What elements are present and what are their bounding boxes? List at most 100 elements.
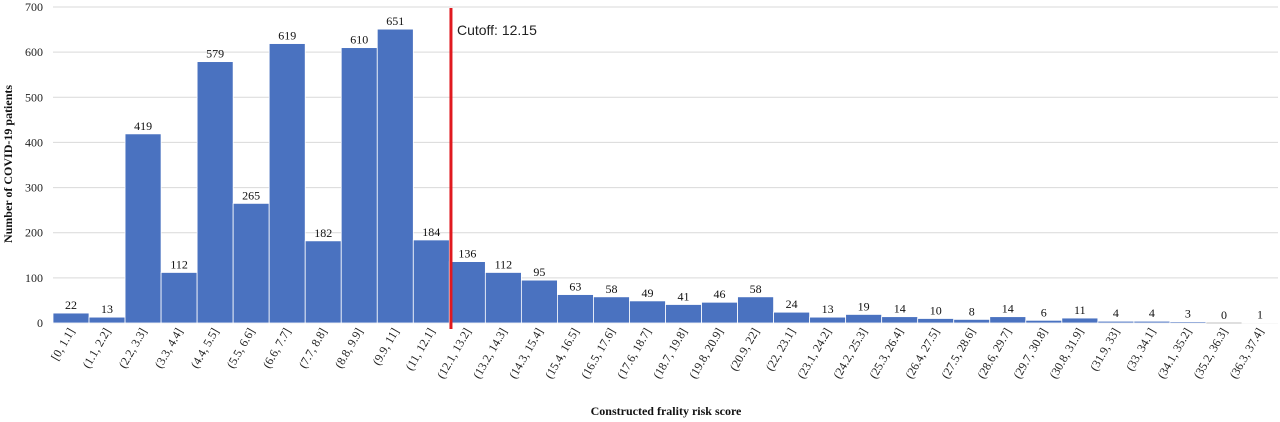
bar: [268, 43, 306, 324]
bar: [520, 279, 558, 324]
cutoff-marker: Cutoff: 12.15: [449, 8, 537, 329]
data-label: 112: [495, 257, 513, 271]
data-label: 4: [1149, 306, 1155, 320]
bar: [88, 316, 126, 324]
x-tick-label: (29.7, 30.8]: [1010, 326, 1050, 381]
data-label: 0: [1221, 308, 1227, 322]
y-tick-label: 100: [25, 271, 43, 285]
data-label: 41: [678, 289, 690, 303]
data-label: 13: [822, 302, 834, 316]
x-tick-label: (33, 34.1]: [1123, 326, 1159, 374]
x-tick-label: (12.1, 13.2]: [434, 326, 474, 381]
y-tick-label: 700: [25, 0, 43, 14]
bar: [593, 296, 630, 324]
x-tick-label: (11, 12.1]: [403, 325, 438, 372]
x-tick-label: (26.4, 27.5]: [902, 326, 942, 381]
bar: [340, 47, 378, 324]
data-label: 1: [1257, 308, 1263, 322]
bar: [701, 301, 738, 324]
bars: [52, 28, 1279, 324]
bar: [809, 316, 847, 324]
x-tick-label: (3.3, 4.4]: [152, 326, 186, 371]
x-tick-label: (24.2, 25.3]: [830, 326, 870, 381]
bar: [304, 240, 342, 324]
data-label: 14: [1002, 302, 1014, 316]
data-labels: 22 13419112579265619182610651184136112956…: [65, 14, 1263, 322]
data-label: 4: [1113, 306, 1119, 320]
data-label: 182: [314, 226, 332, 240]
x-tick-label: (15.4, 16.5]: [542, 326, 582, 381]
x-tick-label: (36.3, 37.4]: [1226, 326, 1266, 381]
x-tick-label: (17.6, 18.7]: [614, 326, 654, 381]
data-label: 8: [969, 304, 975, 318]
data-label: 13: [101, 302, 113, 316]
bar: [196, 61, 234, 324]
x-tick-label: (27.5, 28.6]: [938, 326, 978, 381]
y-axis-title: Number of COVID-19 patients: [1, 85, 15, 243]
bar: [1061, 317, 1099, 324]
data-label: 95: [533, 265, 545, 279]
data-label: 22: [65, 298, 77, 312]
x-tick-label: (23.1, 24.2]: [794, 326, 834, 381]
bar: [160, 272, 198, 324]
y-tick-label: 300: [25, 181, 43, 195]
bar: [737, 296, 774, 324]
bar: [484, 272, 522, 324]
x-tick-label: (13.2, 14.3]: [470, 326, 510, 381]
data-label: 58: [750, 282, 762, 296]
data-label: 58: [605, 282, 617, 296]
x-tick-label: (25.3, 26.4]: [866, 326, 906, 381]
bar: [629, 300, 666, 324]
x-tick-label: (8.8, 9.9]: [332, 326, 366, 371]
y-tick-label: 400: [25, 135, 43, 149]
data-label: 651: [386, 14, 404, 28]
bar: [232, 202, 270, 324]
x-tick-label: [0, 1.1]: [48, 326, 78, 363]
data-label: 112: [170, 257, 188, 271]
bar: [989, 316, 1027, 324]
bar: [881, 316, 919, 324]
bar: [845, 314, 883, 324]
data-label: 63: [569, 280, 581, 294]
data-label: 3: [1185, 307, 1191, 321]
data-label: 11: [1074, 303, 1086, 317]
x-tick-label: (7.7, 8.8]: [296, 326, 330, 371]
x-tick-label: (35.2, 36.3]: [1190, 326, 1230, 381]
x-tick-label: (19.8, 20.9]: [686, 326, 726, 381]
y-axis-tick-labels: 0 100 200 300 400 500 600 700: [25, 0, 43, 330]
y-tick-label: 200: [25, 226, 43, 240]
x-tick-label: (22, 23.1]: [763, 326, 799, 374]
y-tick-label: 500: [25, 90, 43, 104]
bar: [557, 294, 594, 324]
data-label: 579: [206, 47, 224, 61]
bar: [665, 304, 702, 324]
bar: [412, 239, 450, 324]
y-tick-label: 600: [25, 45, 43, 59]
x-tick-label: (20.9, 22]: [727, 326, 763, 374]
bar: [953, 318, 991, 324]
data-label: 619: [278, 29, 296, 43]
data-label: 46: [714, 287, 726, 301]
bar: [917, 318, 955, 324]
x-tick-label: (9.9, 11]: [369, 325, 401, 367]
bar: [1025, 319, 1063, 324]
bar: [1133, 320, 1171, 324]
x-tick-label: (30.8, 31.9]: [1046, 326, 1086, 381]
bar: [124, 133, 162, 324]
data-label: 10: [930, 303, 942, 317]
y-tick-label: 0: [37, 316, 43, 330]
x-tick-label: (16.5, 17.6]: [578, 326, 618, 381]
bar: [773, 311, 811, 324]
data-label: 19: [858, 299, 870, 313]
x-axis-title: Constructed frality risk score: [591, 404, 742, 418]
x-tick-label: (18.7, 19.8]: [650, 326, 690, 381]
x-tick-label: (31.9, 33]: [1087, 326, 1123, 374]
data-label: 136: [458, 247, 476, 261]
bar: [1097, 320, 1135, 324]
data-label: 24: [786, 297, 798, 311]
data-label: 265: [242, 188, 260, 202]
x-tick-label: (4.4, 5.5]: [188, 326, 222, 371]
data-label: 184: [422, 225, 440, 239]
x-tick-label: (6.6, 7.7]: [260, 326, 294, 371]
